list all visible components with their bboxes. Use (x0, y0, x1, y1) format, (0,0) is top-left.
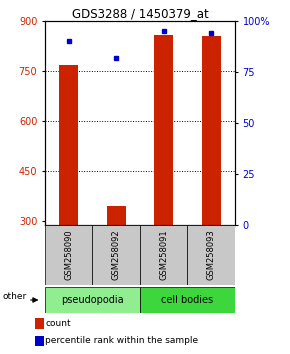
Text: GSM258093: GSM258093 (207, 229, 216, 280)
Text: percentile rank within the sample: percentile rank within the sample (45, 336, 198, 346)
Bar (45, 287, 140, 313)
Text: cell bodies: cell bodies (161, 295, 213, 305)
Text: count: count (45, 319, 71, 328)
Bar (35, 318, 44, 329)
Text: other: other (2, 292, 26, 301)
Bar (45, 225, 93, 285)
Bar (93, 225, 140, 285)
Bar (107, 206, 126, 225)
Text: GSM258092: GSM258092 (112, 229, 121, 280)
Text: GSM258090: GSM258090 (64, 229, 73, 280)
Bar (187, 225, 235, 285)
Bar (35, 336, 44, 346)
Bar (202, 36, 221, 225)
Title: GDS3288 / 1450379_at: GDS3288 / 1450379_at (72, 7, 208, 20)
Bar (59, 65, 78, 225)
Text: GSM258091: GSM258091 (159, 229, 168, 280)
Bar (140, 225, 187, 285)
Bar (154, 35, 173, 225)
Bar (140, 287, 235, 313)
Text: pseudopodia: pseudopodia (61, 295, 124, 305)
